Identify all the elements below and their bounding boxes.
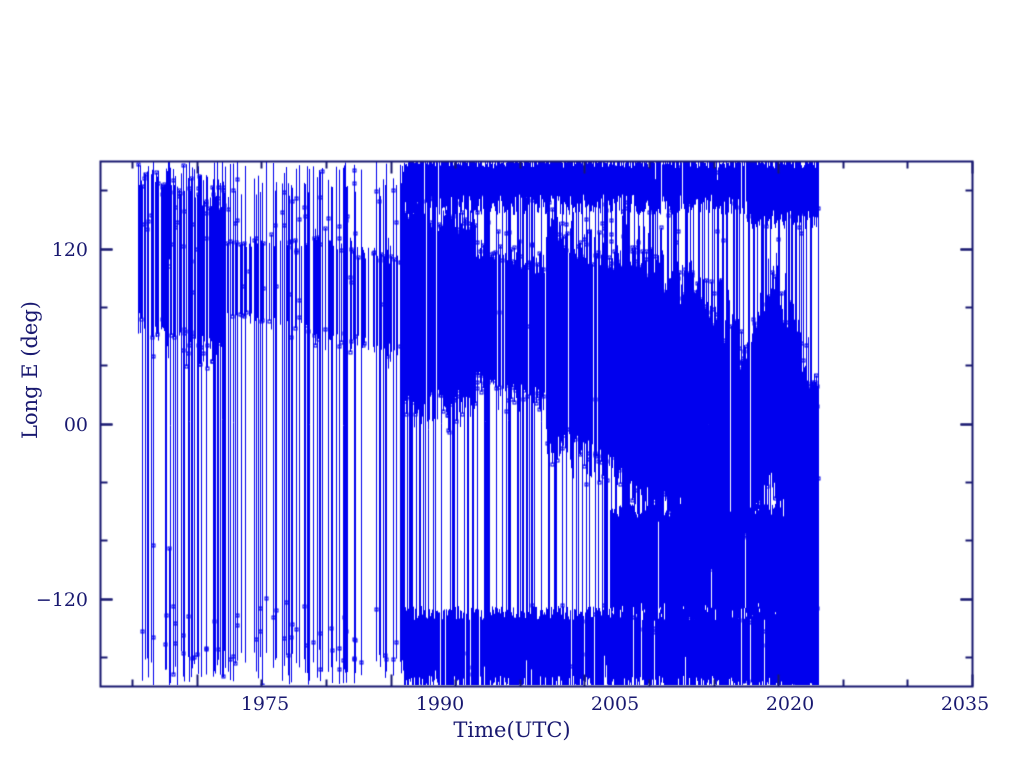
x-tick-label-2035: 2035 <box>940 693 990 715</box>
y-tick-label-120: 120 <box>51 239 88 261</box>
y-tick-label-neg120: −120 <box>35 589 88 611</box>
x-tick-label-2005: 2005 <box>590 693 640 715</box>
x-axis-title: Time(UTC) <box>453 718 571 742</box>
x-tick-label-1990: 1990 <box>415 693 465 715</box>
x-tick-label-2020: 2020 <box>765 693 815 715</box>
x-tick-label-1975: 1975 <box>240 693 290 715</box>
y-axis-title: Long E (deg) <box>18 301 42 439</box>
y-tick-label-0: 00 <box>63 414 88 436</box>
